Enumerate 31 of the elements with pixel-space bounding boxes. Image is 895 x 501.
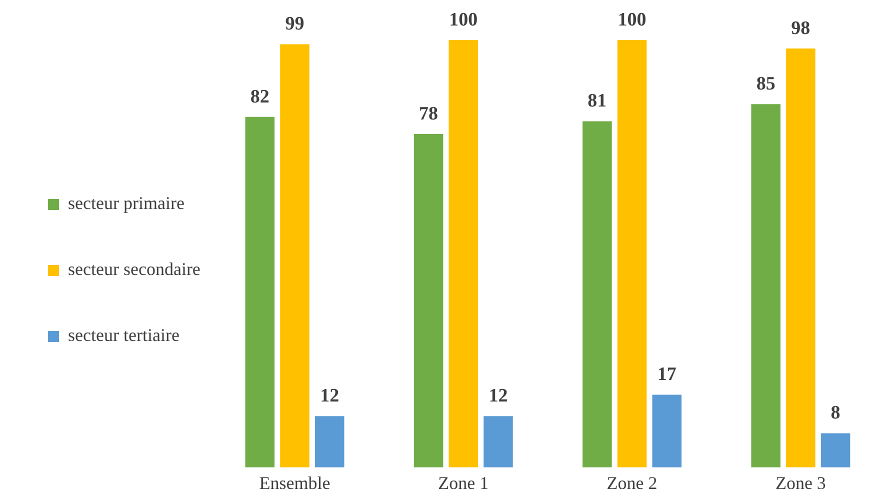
x-tick-label: Ensemble — [259, 472, 330, 493]
data-label: 17 — [657, 364, 677, 386]
bar — [448, 40, 478, 468]
data-label: 85 — [756, 74, 776, 95]
bar — [786, 48, 816, 468]
legend-label: secteur secondaire — [68, 259, 200, 280]
data-label: 98 — [791, 18, 810, 39]
bar — [414, 134, 444, 468]
data-label: 12 — [320, 386, 340, 407]
data-label: 81 — [588, 90, 607, 112]
bar — [245, 116, 275, 468]
data-label: 82 — [250, 86, 270, 108]
x-tick-label: Zone 3 — [775, 472, 826, 493]
bar — [582, 121, 612, 468]
data-label: 100 — [618, 9, 646, 30]
data-label: 78 — [419, 103, 438, 124]
bar — [314, 416, 344, 468]
bar — [617, 40, 647, 468]
data-label: 12 — [488, 386, 508, 407]
bar — [820, 433, 850, 468]
data-label: 100 — [449, 9, 478, 30]
legend-label: secteur primaire — [68, 193, 184, 214]
x-tick-label: Zone 2 — [606, 472, 658, 493]
x-tick-label: Zone 1 — [438, 472, 489, 493]
legend-label: secteur tertiaire — [68, 325, 180, 346]
data-label: 99 — [285, 14, 304, 35]
bar — [484, 416, 513, 468]
bar — [751, 104, 780, 468]
bar — [280, 44, 310, 468]
data-label: 8 — [830, 402, 840, 424]
bar — [652, 394, 682, 468]
